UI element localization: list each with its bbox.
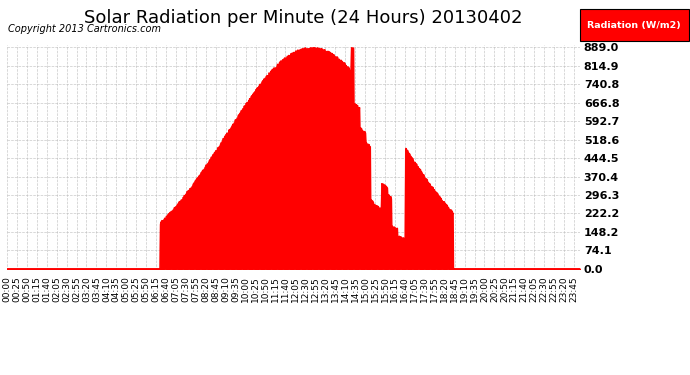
Text: Solar Radiation per Minute (24 Hours) 20130402: Solar Radiation per Minute (24 Hours) 20… — [84, 9, 523, 27]
Text: Copyright 2013 Cartronics.com: Copyright 2013 Cartronics.com — [8, 24, 161, 34]
Text: Radiation (W/m2): Radiation (W/m2) — [587, 21, 681, 30]
